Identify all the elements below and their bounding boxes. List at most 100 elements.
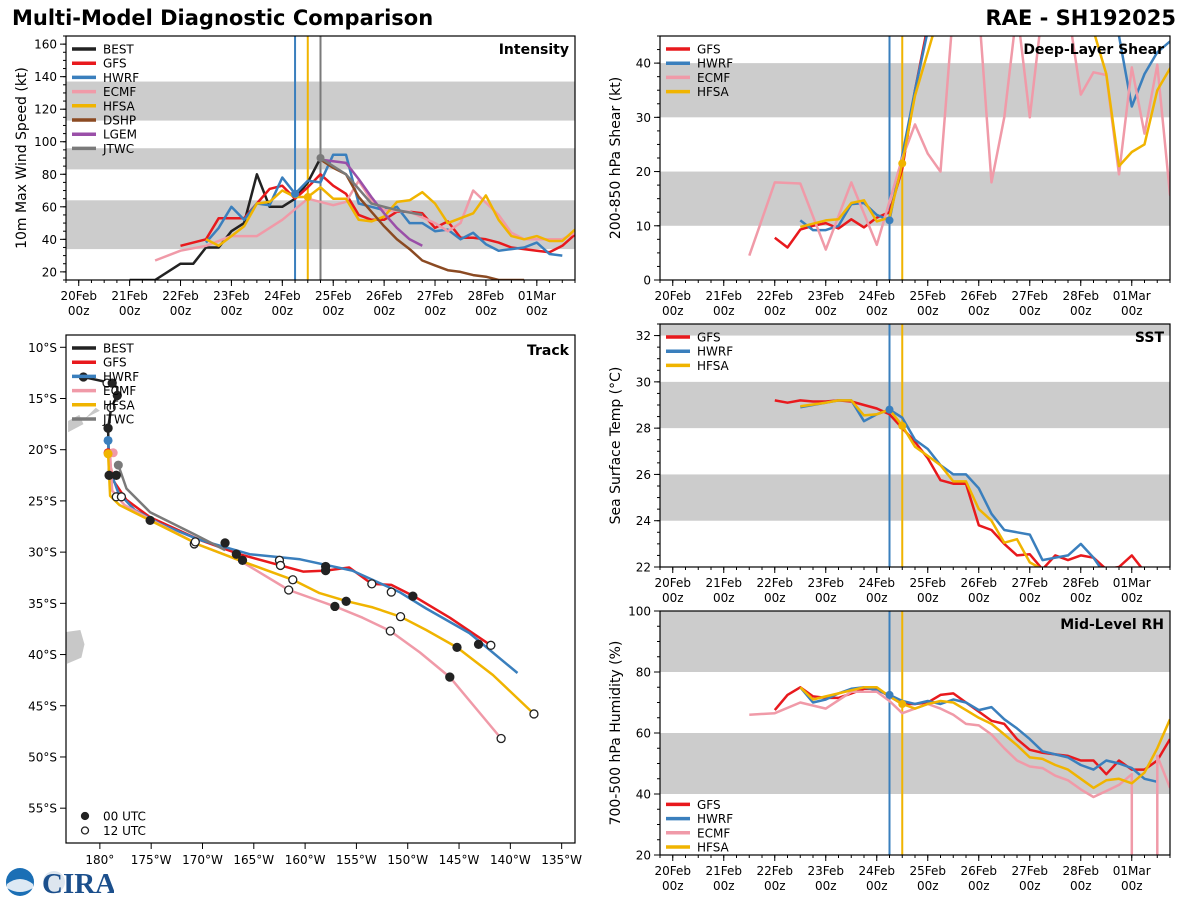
marker-00utc xyxy=(231,549,242,559)
legend-entry-ecmf: ECMF xyxy=(72,85,136,99)
lat-tick-label: 10°S xyxy=(28,341,57,355)
track-line-gfs xyxy=(106,453,489,645)
land-vanua-levu xyxy=(85,407,100,418)
track-line-hfsa xyxy=(106,453,535,715)
x-tick-date: 28Feb xyxy=(1062,864,1099,878)
y-tick-label: 160 xyxy=(34,38,57,52)
storm-id: RAE - SH192025 xyxy=(985,6,1176,30)
init-point-hfsa xyxy=(303,193,312,202)
x-tick-date: 20Feb xyxy=(654,576,691,590)
init-position-hfsa xyxy=(103,449,113,459)
legend-entry-gfs: GFS xyxy=(666,331,721,345)
marker-12utc xyxy=(275,560,286,571)
legend-entry-hfsa: HFSA xyxy=(666,359,730,373)
init-point-hwrf xyxy=(291,189,300,198)
sst-plot-area xyxy=(660,324,1170,567)
x-tick-date: 28Feb xyxy=(1062,576,1099,590)
x-tick-date: 26Feb xyxy=(366,289,403,303)
legend-entry-hwrf: HWRF xyxy=(666,345,733,359)
lat-tick-label: 25°S xyxy=(28,494,57,508)
shaded-band xyxy=(660,733,1170,794)
y-tick-label: 28 xyxy=(636,422,651,436)
series-line-jtwc xyxy=(319,156,423,217)
track-line-hwrf xyxy=(106,440,519,674)
x-tick-date: 25Feb xyxy=(315,289,352,303)
x-tick-hour: 00z xyxy=(713,879,735,893)
svg-text:CIRA: CIRA xyxy=(42,868,114,898)
marker-12utc xyxy=(395,612,406,622)
panel-title: Mid-Level RH xyxy=(1060,617,1164,633)
y-axis-label: 700-500 hPa Humidity (%) xyxy=(608,641,624,826)
x-tick-date: 28Feb xyxy=(1062,289,1099,303)
legend-label: HFSA xyxy=(103,99,136,113)
x-tick-hour: 00z xyxy=(968,304,990,318)
marker-12utc xyxy=(190,537,200,547)
x-tick-hour: 00z xyxy=(917,879,939,893)
x-tick-date: 25Feb xyxy=(909,576,946,590)
lat-tick-label: 55°S xyxy=(28,802,57,816)
y-tick-label: 20 xyxy=(42,265,57,279)
x-tick-date: 22Feb xyxy=(756,289,793,303)
panel-title: SST xyxy=(1135,330,1165,346)
x-tick-hour: 00z xyxy=(662,591,684,605)
legend-label: GFS xyxy=(697,798,721,812)
marker-00utc xyxy=(452,642,462,653)
x-tick-date: 24Feb xyxy=(858,576,895,590)
y-axis-label: 200-850 hPa Shear (kt) xyxy=(608,77,624,239)
x-tick-date: 23Feb xyxy=(807,864,844,878)
legend-label: JTWC xyxy=(102,142,134,156)
y-tick-label: 40 xyxy=(42,233,57,247)
lon-tick-label: 145°W xyxy=(439,853,480,867)
plot-frame xyxy=(65,334,576,844)
legend-label: HFSA xyxy=(103,398,136,412)
legend-label: GFS xyxy=(697,43,721,57)
legend-label: HWRF xyxy=(103,370,139,384)
x-tick-date: 01Mar xyxy=(1113,864,1151,878)
x-tick-date: 26Feb xyxy=(960,864,997,878)
marker-12utc xyxy=(386,587,396,597)
x-tick-date: 22Feb xyxy=(756,864,793,878)
series-line-hwrf xyxy=(800,399,1102,567)
shaded-band xyxy=(660,474,1170,521)
y-axis-label: 10m Max Wind Speed (kt) xyxy=(14,67,30,249)
x-tick-hour: 00z xyxy=(764,304,786,318)
x-tick-hour: 00z xyxy=(1121,879,1143,893)
marker-00utc xyxy=(112,390,122,401)
legend-label: BEST xyxy=(103,342,134,356)
legend-label: GFS xyxy=(103,356,127,370)
marker-00utc xyxy=(473,639,484,649)
y-tick-label: 60 xyxy=(636,727,651,741)
init-point-jtwc xyxy=(316,154,325,162)
panel-title: Deep-Layer Shear xyxy=(1023,42,1164,58)
lat-tick-label: 30°S xyxy=(28,546,57,560)
x-tick-hour: 00z xyxy=(866,879,888,893)
x-tick-hour: 00z xyxy=(866,304,888,318)
track-plot-area xyxy=(66,372,539,744)
series-line-ecmf xyxy=(154,179,575,262)
x-tick-hour: 00z xyxy=(272,304,294,318)
panel-title: Intensity xyxy=(499,42,569,58)
legend-entry-hwrf: HWRF xyxy=(72,370,139,384)
init-point-hwrf xyxy=(885,216,894,225)
x-tick-date: 25Feb xyxy=(909,289,946,303)
legend-entry-hwrf: HWRF xyxy=(666,812,733,826)
marker-00utc xyxy=(220,538,230,548)
series-line-ecmf xyxy=(748,36,1170,257)
lat-tick-label: 40°S xyxy=(28,648,57,662)
x-tick-date: 27Feb xyxy=(417,289,454,303)
x-tick-hour: 00z xyxy=(1070,591,1092,605)
y-tick-label: 80 xyxy=(636,666,651,680)
marker-00utc xyxy=(111,470,121,480)
legend-entry-hfsa: HFSA xyxy=(666,841,730,855)
y-tick-label: 26 xyxy=(636,468,651,482)
legend-label: HWRF xyxy=(697,345,733,359)
marker-12utc xyxy=(385,626,395,636)
rh-plot-area xyxy=(660,611,1170,855)
x-tick-date: 22Feb xyxy=(162,289,199,303)
lon-tick-label: 180° xyxy=(85,853,114,867)
x-tick-hour: 00z xyxy=(968,879,990,893)
init-point-hfsa xyxy=(898,159,907,168)
legend-label: GFS xyxy=(103,57,127,71)
